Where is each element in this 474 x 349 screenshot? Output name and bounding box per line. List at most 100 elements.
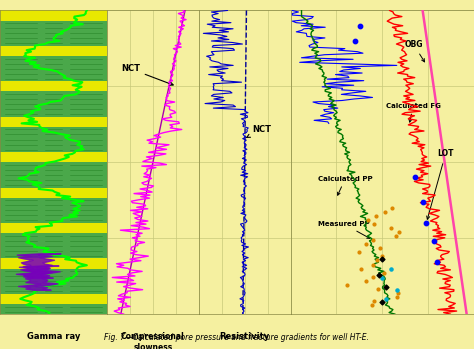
Point [370, 262, 377, 267]
Bar [0, 188, 107, 193]
Bar [0, 66, 107, 71]
Point [356, 250, 363, 255]
Bar [0, 41, 107, 46]
Bar [0, 71, 107, 76]
Point [393, 294, 401, 300]
Bar [0, 258, 107, 263]
Bar [0, 10, 107, 16]
Point [378, 299, 386, 305]
Bar [0, 183, 107, 188]
Bar [0, 218, 107, 223]
Text: Calculated PP: Calculated PP [318, 176, 373, 195]
Bar [0, 102, 107, 107]
Point [373, 258, 381, 263]
Text: Measured PP: Measured PP [318, 221, 370, 238]
Bar [0, 152, 107, 157]
Bar [0, 137, 107, 142]
Point [395, 229, 403, 235]
Point [351, 38, 358, 44]
Text: Fig. 7—Calculated pore pressure and fracture gradients for well HT-E.: Fig. 7—Calculated pore pressure and frac… [104, 333, 370, 342]
Point [388, 266, 395, 272]
Bar [0, 263, 107, 269]
Bar [0, 127, 107, 132]
Point [422, 220, 430, 226]
Point [343, 282, 351, 288]
Bar [0, 97, 107, 102]
Bar [0, 162, 107, 168]
Bar [0, 203, 107, 208]
Point [430, 238, 438, 244]
Text: NCT: NCT [246, 125, 271, 138]
Text: Compressional
slowness: Compressional slowness [121, 332, 185, 349]
Bar [0, 132, 107, 137]
Bar [0, 157, 107, 162]
Text: Resistivity: Resistivity [219, 332, 270, 341]
Bar [0, 61, 107, 66]
Point [357, 266, 365, 272]
Bar [0, 213, 107, 218]
Bar [0, 81, 107, 87]
Point [382, 284, 390, 290]
Bar [0, 36, 107, 41]
Point [370, 298, 377, 304]
Bar [0, 21, 107, 26]
Bar [0, 31, 107, 36]
Bar [0, 122, 107, 127]
Point [363, 242, 370, 247]
Point [394, 290, 402, 296]
Point [388, 205, 396, 211]
Bar [0, 279, 107, 284]
Point [371, 221, 378, 227]
Bar [0, 294, 107, 299]
Bar [0, 91, 107, 97]
Bar [0, 193, 107, 198]
Point [392, 233, 400, 239]
Bar [0, 107, 107, 112]
Bar [0, 198, 107, 203]
Point [375, 272, 383, 277]
Bar [0, 274, 107, 279]
Point [364, 217, 372, 223]
Bar [0, 228, 107, 233]
Point [362, 278, 370, 283]
Bar [0, 178, 107, 183]
Text: Gamma ray: Gamma ray [27, 332, 80, 341]
Point [369, 237, 377, 243]
Point [419, 199, 427, 205]
Bar [0, 243, 107, 248]
Bar [0, 253, 107, 259]
Bar [0, 51, 107, 56]
Point [381, 270, 388, 275]
Point [369, 274, 376, 280]
Point [378, 257, 386, 262]
Point [378, 254, 386, 259]
Point [393, 287, 401, 292]
Bar [0, 233, 107, 238]
Point [372, 213, 380, 219]
Text: LOT: LOT [427, 149, 454, 219]
Text: OBG: OBG [404, 40, 425, 62]
Bar [0, 46, 107, 51]
Bar [0, 304, 107, 309]
Bar [0, 168, 107, 172]
Point [368, 302, 376, 308]
Point [376, 246, 384, 251]
Bar [0, 299, 107, 304]
Bar [0, 16, 107, 21]
Bar [0, 289, 107, 294]
Bar [0, 112, 107, 117]
Point [374, 286, 382, 292]
Bar [0, 147, 107, 152]
Bar [0, 117, 107, 122]
Point [356, 23, 364, 29]
Text: Calculated FG: Calculated FG [386, 103, 441, 122]
Text: NCT: NCT [121, 64, 173, 86]
Bar [0, 208, 107, 213]
Bar [0, 76, 107, 81]
Bar [0, 223, 107, 228]
Bar [0, 26, 107, 31]
Point [434, 260, 441, 265]
Bar [0, 87, 107, 91]
Bar [0, 238, 107, 243]
Bar [0, 56, 107, 61]
